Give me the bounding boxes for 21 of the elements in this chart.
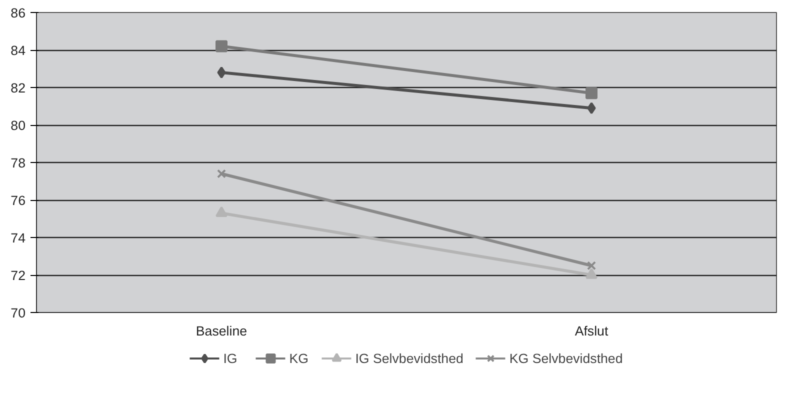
point: [217, 66, 226, 78]
y-tick-label: 76: [10, 193, 26, 208]
y-tick-label: 70: [10, 306, 26, 320]
point: [216, 169, 226, 178]
point: [586, 261, 596, 270]
y-tick-label: 86: [10, 6, 26, 20]
y-tick-label: 80: [10, 118, 26, 133]
y-tick-label: 82: [10, 80, 26, 96]
y-tick-label: 78: [10, 156, 26, 170]
x-tick-label: Baseline: [196, 324, 248, 338]
legend-label: IG: [223, 350, 238, 366]
point: [216, 40, 228, 52]
legend-label: KG Selvbevidsthed: [509, 350, 623, 366]
legend-label: IG Selvbevidsthed: [355, 350, 464, 366]
y-tick-label: 72: [10, 268, 26, 283]
point: [587, 102, 596, 114]
y-tick-label: 74: [10, 230, 26, 246]
legend-label: KG: [289, 350, 310, 366]
x-tick-label: Afslut: [574, 324, 608, 338]
y-tick-label: 84: [10, 43, 26, 58]
point: [586, 87, 598, 100]
